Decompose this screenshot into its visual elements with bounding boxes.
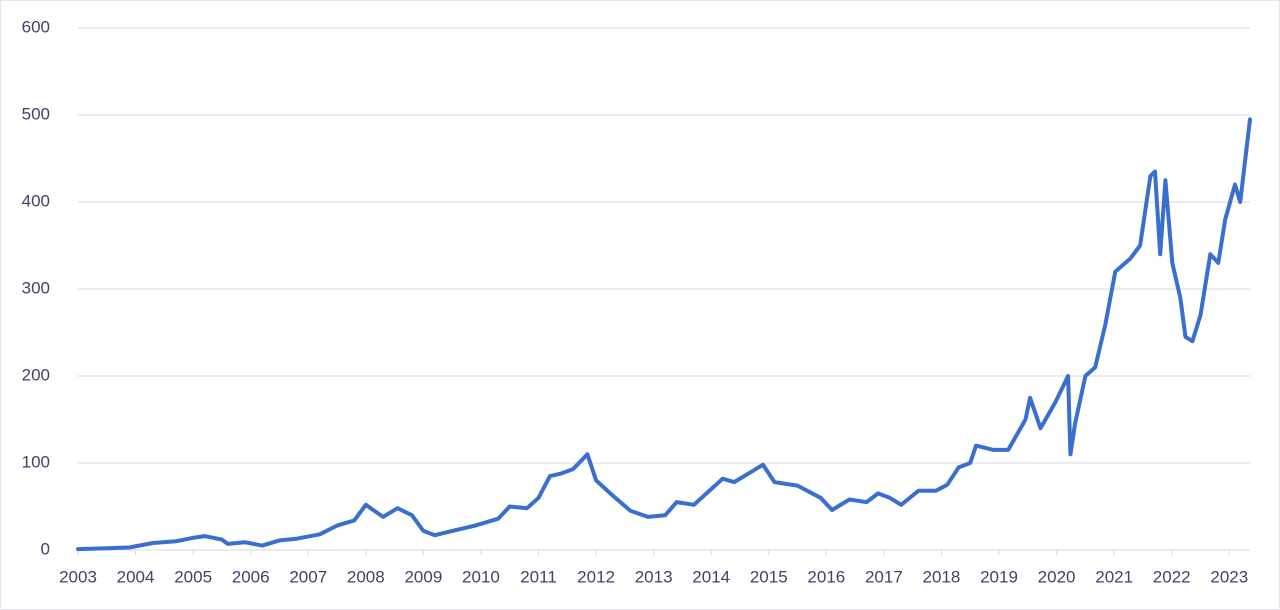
x-tick-label: 2021 bbox=[1095, 567, 1133, 586]
data-line bbox=[76, 117, 1252, 552]
x-tick-label: 2009 bbox=[404, 567, 442, 586]
x-tick-label: 2020 bbox=[1038, 567, 1076, 586]
x-tick-label: 2003 bbox=[59, 567, 97, 586]
y-tick-label: 200 bbox=[22, 365, 50, 384]
y-tick-label: 400 bbox=[22, 191, 50, 210]
y-tick-label: 600 bbox=[22, 17, 50, 36]
x-tick-label: 2017 bbox=[865, 567, 903, 586]
x-tick-label: 2005 bbox=[174, 567, 212, 586]
x-tick-label: 2016 bbox=[807, 567, 845, 586]
x-tick-label: 2006 bbox=[232, 567, 270, 586]
x-tick-label: 2015 bbox=[750, 567, 788, 586]
x-tick-label: 2022 bbox=[1153, 567, 1191, 586]
x-tick-label: 2008 bbox=[347, 567, 385, 586]
x-tick-label: 2004 bbox=[117, 567, 155, 586]
x-tick-label: 2013 bbox=[635, 567, 673, 586]
x-tick-label: 2018 bbox=[923, 567, 961, 586]
y-tick-label: 0 bbox=[41, 539, 50, 558]
x-tick-label: 2012 bbox=[577, 567, 615, 586]
x-tick-label: 2019 bbox=[980, 567, 1018, 586]
x-tick-label: 2023 bbox=[1210, 567, 1248, 586]
x-tick-label: 2014 bbox=[692, 567, 730, 586]
y-tick-label: 500 bbox=[22, 104, 50, 123]
y-tick-label: 100 bbox=[22, 452, 50, 471]
x-tick-label: 2011 bbox=[520, 567, 557, 586]
x-tick-label: 2010 bbox=[462, 567, 500, 586]
y-tick-label: 300 bbox=[22, 278, 50, 297]
x-tick-label: 2007 bbox=[289, 567, 327, 586]
